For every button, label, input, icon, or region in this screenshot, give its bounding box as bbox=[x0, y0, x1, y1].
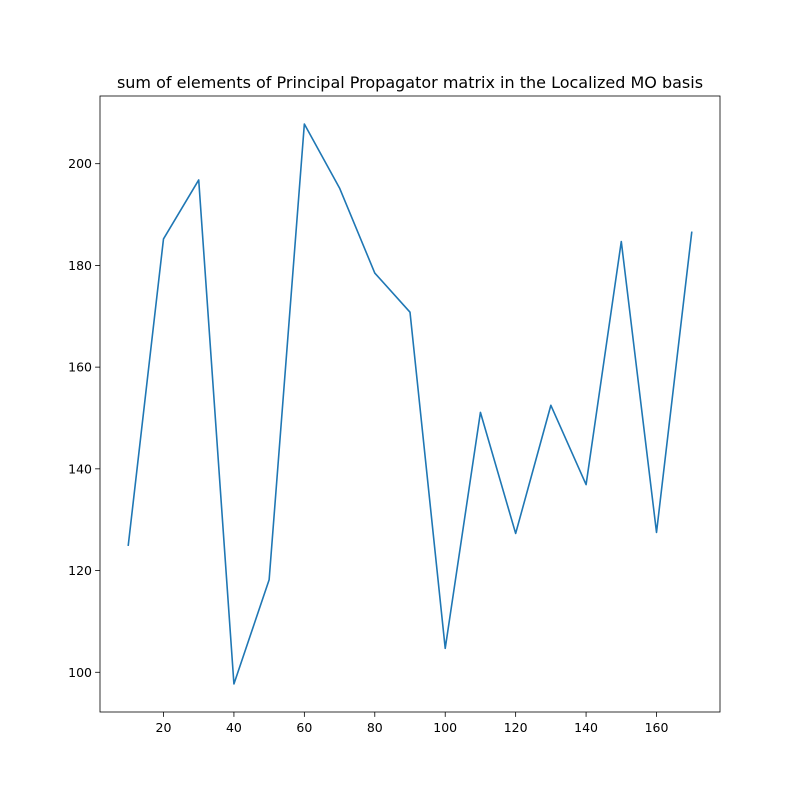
y-tick-label: 100 bbox=[68, 665, 92, 680]
x-tick-label: 20 bbox=[156, 720, 172, 735]
x-tick-label: 100 bbox=[433, 720, 457, 735]
y-tick-label: 120 bbox=[68, 563, 92, 578]
x-tick-label: 140 bbox=[574, 720, 598, 735]
x-tick-label: 40 bbox=[226, 720, 242, 735]
x-tick-label: 80 bbox=[367, 720, 383, 735]
y-tick-label: 140 bbox=[68, 461, 92, 476]
y-tick-label: 200 bbox=[68, 156, 92, 171]
x-tick-label: 120 bbox=[504, 720, 528, 735]
x-tick-label: 160 bbox=[645, 720, 669, 735]
chart-title: sum of elements of Principal Propagator … bbox=[117, 73, 703, 92]
x-tick-label: 60 bbox=[296, 720, 312, 735]
y-tick-label: 180 bbox=[68, 258, 92, 273]
y-tick-label: 160 bbox=[68, 360, 92, 375]
